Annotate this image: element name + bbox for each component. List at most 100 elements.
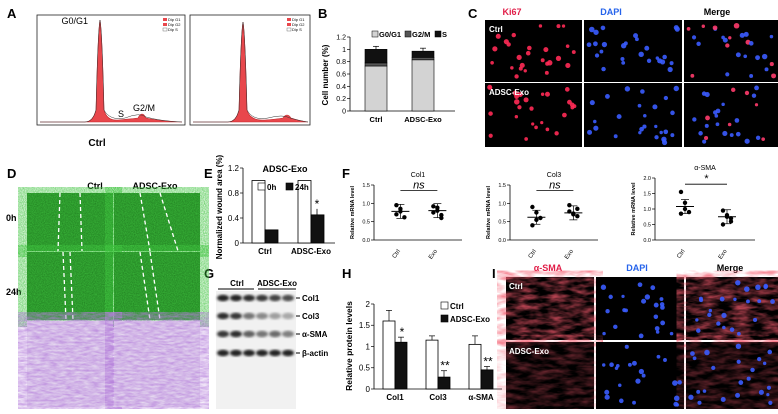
cell-nucleus — [725, 43, 730, 48]
blot-band — [243, 330, 255, 338]
cell-nucleus — [604, 389, 610, 395]
cell-nucleus — [543, 47, 549, 53]
cell-nucleus — [690, 73, 695, 78]
chart-b-cell-cycle: 0 0.2 0.4 0.6 0.8 1 1.2 Cell number (%) Ctrl ADSC… — [321, 30, 455, 124]
panel-g-western-blot: Ctrl ADSC-Exo Col1 Col3 α-SMA β-actin — [216, 279, 328, 409]
cell-nucleus — [637, 103, 642, 108]
cell-nucleus — [663, 358, 667, 362]
y-tick-label: 0.5 — [359, 364, 371, 373]
cell-nucleus — [538, 24, 543, 28]
cell-nucleus — [488, 111, 493, 116]
cell-nucleus — [613, 134, 618, 139]
cell-nucleus — [644, 294, 651, 300]
cell-nucleus — [729, 327, 735, 332]
legend-swatch-dip-g2-right — [287, 23, 291, 26]
cell-nucleus — [763, 284, 768, 290]
cell-nucleus — [770, 299, 775, 304]
y-tick-label: 1.0 — [362, 201, 370, 207]
cell-nucleus — [593, 29, 599, 35]
chart-title: Col1 — [411, 172, 426, 179]
cell-nucleus — [748, 41, 754, 46]
panel-a-histogram-exo: Dip G1 Dip G2 Dip S — [189, 14, 311, 126]
cell-nucleus — [624, 86, 631, 92]
cell-nucleus — [762, 361, 767, 366]
cell-nucleus — [705, 115, 710, 121]
blot-band — [230, 330, 242, 338]
cell-nucleus — [616, 114, 622, 120]
wound-edge-line — [149, 251, 161, 321]
cell-nucleus — [524, 137, 528, 141]
cell-nucleus — [572, 104, 577, 109]
data-point — [575, 206, 580, 212]
blot-band — [230, 294, 242, 302]
y-tick-label: 1.5 — [362, 183, 370, 189]
chart-h-protein-levels: 0 0.5 1 1.5 2 Relative protein levels * Col1 ** C… — [344, 300, 502, 402]
band-label-col3: Col3 — [302, 312, 320, 321]
cell-nucleus — [586, 42, 592, 48]
x-tick-label: Exo — [718, 248, 729, 260]
data-point — [530, 204, 535, 210]
cell-nuclei-i — [600, 280, 775, 407]
panel-letter-b: B — [318, 6, 327, 21]
y-tick-label: 1.5 — [359, 321, 371, 330]
cell-nucleus — [600, 25, 606, 31]
y-tick-label: 0.2 — [336, 96, 346, 103]
cell-nucleus — [751, 93, 757, 98]
cell-nucleus — [517, 91, 523, 98]
bar-g2-m — [364, 62, 388, 67]
panel-letter-i: I — [492, 266, 496, 281]
wound-edge-line — [57, 192, 61, 252]
row-label-c-exo: ADSC-Exo — [489, 88, 529, 97]
cell-nucleus — [690, 351, 695, 356]
wound-edges — [57, 192, 179, 321]
cell-nucleus — [698, 131, 703, 136]
data-point — [431, 210, 436, 215]
cell-nucleus — [561, 24, 566, 28]
legend-label: 24h — [295, 183, 309, 192]
data-point — [720, 222, 726, 227]
legend-label: 0h — [267, 183, 276, 192]
y-axis-label: Relative mRNA level — [486, 186, 492, 239]
cell-nucleus — [721, 102, 725, 107]
cell-nucleus — [667, 66, 673, 73]
cell-nucleus — [594, 53, 600, 58]
cell-nucleus — [720, 396, 726, 402]
cell-nucleus — [490, 60, 494, 65]
header-c-merge: Merge — [704, 7, 731, 17]
cell-nucleus — [540, 121, 544, 125]
data-point — [530, 223, 535, 228]
header-i-merge: Merge — [717, 263, 744, 273]
cell-nucleus — [735, 392, 741, 398]
cell-nucleus — [620, 56, 625, 61]
cell-nucleus — [547, 60, 553, 66]
cell-nucleus — [601, 41, 608, 48]
y-tick-label: 1.2 — [228, 164, 240, 173]
cell-nucleus — [722, 130, 728, 137]
legend-swatch — [285, 182, 294, 191]
cell-nucleus — [641, 373, 646, 378]
y-tick-label: 0 — [235, 239, 240, 248]
cell-nucleus — [743, 54, 748, 59]
cell-nucleus — [761, 137, 765, 141]
y-axis-label: Relative mRNA level — [350, 186, 356, 239]
cell-nucleus — [757, 357, 762, 362]
cell-nucleus — [733, 297, 737, 302]
tile-i-exo-asma — [506, 342, 594, 409]
cell-nucleus — [632, 400, 636, 405]
blot-band — [230, 349, 242, 357]
cell-nucleus — [715, 122, 720, 127]
y-tick-label: 0.4 — [228, 214, 240, 223]
x-tick-label: Col3 — [429, 393, 447, 402]
cell-nucleus — [750, 367, 755, 373]
cell-nucleus — [540, 92, 545, 96]
cell-nucleus — [652, 104, 658, 110]
blot-band — [269, 349, 281, 357]
chart-e-wound-area: ADSC-Exo 0 0.4 0.8 1.2 Normalized wound area … — [215, 154, 335, 259]
cell-nucleus — [669, 331, 674, 336]
cell-nucleus — [727, 122, 732, 127]
cell-nucleus — [735, 52, 741, 58]
label-g2m: G2/M — [133, 103, 155, 113]
bar-adsc-exo — [394, 341, 408, 390]
wound-edge-line — [139, 251, 151, 321]
cell-nuclei-c — [487, 22, 777, 146]
